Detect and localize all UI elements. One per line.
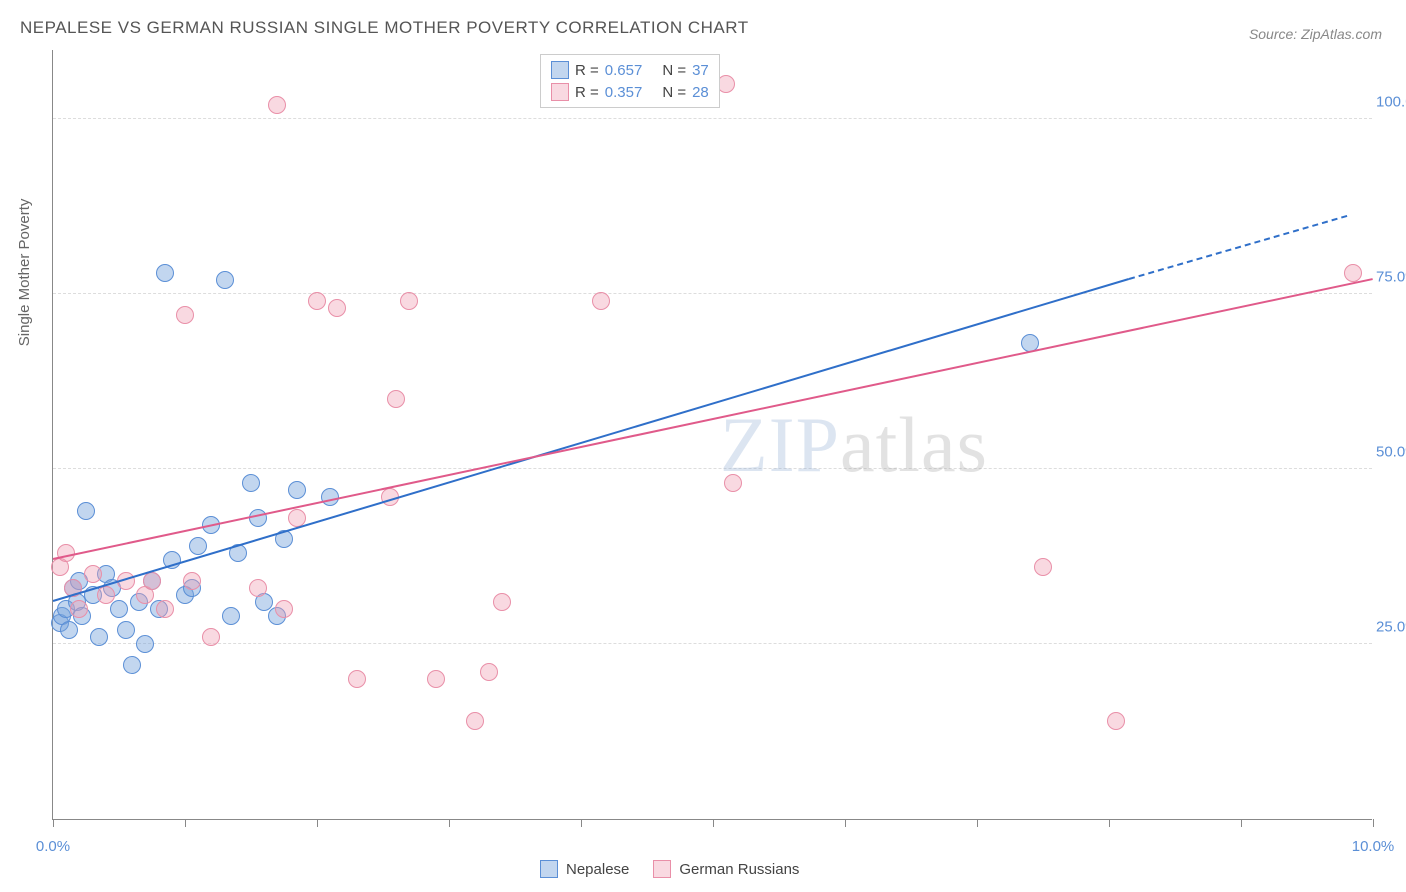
- legend-item: Nepalese: [540, 860, 629, 878]
- data-point: [268, 96, 286, 114]
- data-point: [222, 607, 240, 625]
- data-point: [90, 628, 108, 646]
- data-point: [724, 474, 742, 492]
- data-point: [156, 264, 174, 282]
- legend-swatch: [540, 860, 558, 878]
- data-point: [1107, 712, 1125, 730]
- n-label: N =: [662, 62, 686, 79]
- r-label: R =: [575, 62, 599, 79]
- x-tick: [977, 819, 978, 827]
- data-point: [387, 390, 405, 408]
- data-point: [60, 621, 78, 639]
- data-point: [1344, 264, 1362, 282]
- legend-stat-row: R = 0.357 N = 28: [551, 81, 709, 103]
- data-point: [249, 509, 267, 527]
- x-tick: [317, 819, 318, 827]
- x-tick-label: 10.0%: [1352, 838, 1395, 855]
- data-point: [117, 621, 135, 639]
- x-tick: [185, 819, 186, 827]
- r-label: R =: [575, 84, 599, 101]
- data-point: [348, 670, 366, 688]
- data-point: [466, 712, 484, 730]
- x-tick: [449, 819, 450, 827]
- x-tick: [581, 819, 582, 827]
- legend-swatch: [653, 860, 671, 878]
- legend-stat-row: R = 0.657 N = 37: [551, 59, 709, 81]
- plot-area: 25.0%50.0%75.0%100.0%0.0%10.0%: [52, 50, 1372, 820]
- source-attribution: Source: ZipAtlas.com: [1249, 26, 1382, 42]
- data-point: [328, 299, 346, 317]
- legend-swatch: [551, 83, 569, 101]
- legend-label: German Russians: [679, 861, 799, 878]
- gridline: [53, 118, 1372, 119]
- data-point: [143, 572, 161, 590]
- n-value: 28: [692, 84, 709, 101]
- r-value: 0.357: [605, 84, 643, 101]
- x-tick: [1109, 819, 1110, 827]
- x-tick: [845, 819, 846, 827]
- x-tick: [1241, 819, 1242, 827]
- data-point: [275, 600, 293, 618]
- legend-series: Nepalese German Russians: [540, 860, 799, 878]
- data-point: [480, 663, 498, 681]
- legend-label: Nepalese: [566, 861, 629, 878]
- x-tick: [53, 819, 54, 827]
- chart-title: NEPALESE VS GERMAN RUSSIAN SINGLE MOTHER…: [20, 18, 749, 38]
- data-point: [242, 474, 260, 492]
- y-tick-label: 75.0%: [1376, 269, 1406, 286]
- gridline: [53, 643, 1372, 644]
- n-label: N =: [662, 84, 686, 101]
- data-point: [77, 502, 95, 520]
- data-point: [176, 306, 194, 324]
- data-point: [84, 565, 102, 583]
- data-point: [288, 481, 306, 499]
- trend-line: [53, 278, 1373, 560]
- legend-swatch: [551, 61, 569, 79]
- gridline: [53, 468, 1372, 469]
- data-point: [189, 537, 207, 555]
- data-point: [156, 600, 174, 618]
- data-point: [216, 271, 234, 289]
- data-point: [110, 600, 128, 618]
- data-point: [70, 600, 88, 618]
- trend-line-extension: [1129, 215, 1347, 280]
- data-point: [202, 628, 220, 646]
- data-point: [1034, 558, 1052, 576]
- data-point: [400, 292, 418, 310]
- data-point: [183, 572, 201, 590]
- y-axis-label: Single Mother Poverty: [16, 199, 33, 347]
- trend-line: [53, 278, 1129, 602]
- y-tick-label: 25.0%: [1376, 619, 1406, 636]
- data-point: [249, 579, 267, 597]
- data-point: [308, 292, 326, 310]
- legend-item: German Russians: [653, 860, 799, 878]
- data-point: [97, 586, 115, 604]
- x-tick: [1373, 819, 1374, 827]
- data-point: [717, 75, 735, 93]
- data-point: [592, 292, 610, 310]
- data-point: [136, 635, 154, 653]
- y-tick-label: 50.0%: [1376, 444, 1406, 461]
- legend-stats: R = 0.657 N = 37 R = 0.357 N = 28: [540, 54, 720, 108]
- data-point: [493, 593, 511, 611]
- n-value: 37: [692, 62, 709, 79]
- data-point: [123, 656, 141, 674]
- y-tick-label: 100.0%: [1376, 94, 1406, 111]
- gridline: [53, 293, 1372, 294]
- x-tick: [713, 819, 714, 827]
- data-point: [427, 670, 445, 688]
- x-tick-label: 0.0%: [36, 838, 70, 855]
- r-value: 0.657: [605, 62, 643, 79]
